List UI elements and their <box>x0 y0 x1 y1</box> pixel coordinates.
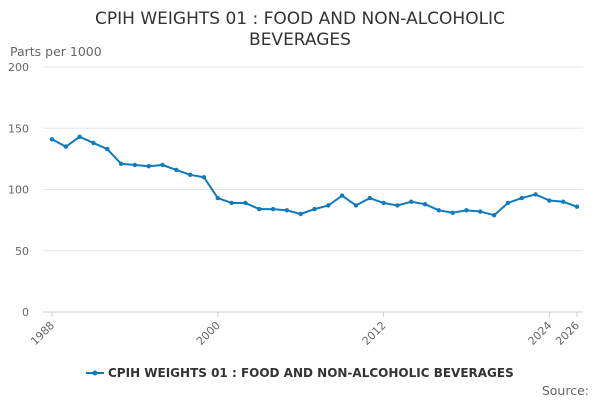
data-point-2025[interactable] <box>560 199 566 204</box>
data-point-2002[interactable] <box>243 200 248 206</box>
chart-title-line-1: CPIH WEIGHTS 01 : FOOD AND NON-ALCOHOLIC <box>95 9 505 29</box>
legend-marker-icon <box>92 370 98 376</box>
data-point-2005[interactable] <box>284 208 290 213</box>
x-tick-label: 2026 <box>553 319 582 348</box>
data-point-2017[interactable] <box>450 210 455 215</box>
series-line <box>51 135 578 217</box>
data-point-1998[interactable] <box>187 172 193 177</box>
data-point-2016[interactable] <box>436 208 442 213</box>
y-tick-label: 0 <box>22 306 29 319</box>
x-tick-label: 2024 <box>525 319 554 348</box>
y-tick-label: 200 <box>8 61 29 74</box>
chart-title-line-2: BEVERAGES <box>249 30 351 50</box>
legend-label: CPIH WEIGHTS 01 : FOOD AND NON-ALCOHOLIC… <box>108 366 514 380</box>
data-point-2012[interactable] <box>381 200 386 206</box>
data-point-2006[interactable] <box>298 211 303 217</box>
data-point-2024[interactable] <box>547 198 552 203</box>
data-point-1990[interactable] <box>77 134 82 140</box>
data-point-2010[interactable] <box>353 203 359 208</box>
data-point-1993[interactable] <box>118 161 124 166</box>
data-point-2021[interactable] <box>505 200 511 206</box>
data-point-2009[interactable] <box>339 193 345 198</box>
data-point-2026[interactable] <box>574 204 580 209</box>
data-point-2003[interactable] <box>257 206 262 212</box>
y-tick-label: 50 <box>15 245 29 258</box>
data-point-2022[interactable] <box>519 195 524 201</box>
data-point-2018[interactable] <box>464 208 469 213</box>
data-point-1997[interactable] <box>174 167 179 173</box>
data-point-2020[interactable] <box>491 213 497 218</box>
data-point-1995[interactable] <box>146 164 151 169</box>
data-point-1991[interactable] <box>91 140 96 146</box>
data-point-1994[interactable] <box>132 162 138 168</box>
data-point-1989[interactable] <box>63 144 69 149</box>
x-tick-label: 1988 <box>28 319 57 348</box>
data-point-1992[interactable] <box>105 146 110 152</box>
data-point-1999[interactable] <box>201 175 207 180</box>
data-point-2000[interactable] <box>215 195 220 201</box>
data-point-2007[interactable] <box>312 206 317 212</box>
y-tick-labels: 0 50 100 150 200 <box>8 61 29 319</box>
data-point-2004[interactable] <box>270 206 276 212</box>
source-label: Source: <box>542 383 589 398</box>
data-point-2019[interactable] <box>478 209 483 214</box>
data-point-2001[interactable] <box>229 200 234 206</box>
series <box>49 134 580 218</box>
data-point-2008[interactable] <box>326 203 331 208</box>
data-point-2013[interactable] <box>395 203 400 208</box>
data-point-2014[interactable] <box>409 199 414 204</box>
y-axis-label: Parts per 1000 <box>10 44 102 59</box>
x-tick-label: 2000 <box>194 319 223 348</box>
y-tick-label: 150 <box>8 122 29 135</box>
y-tick-label: 100 <box>8 184 29 197</box>
gridlines <box>43 66 583 313</box>
data-point-1988[interactable] <box>49 137 55 142</box>
data-point-1996[interactable] <box>160 162 165 168</box>
data-point-2015[interactable] <box>422 202 428 207</box>
legend[interactable]: CPIH WEIGHTS 01 : FOOD AND NON-ALCOHOLIC… <box>86 366 514 380</box>
data-point-2011[interactable] <box>367 195 372 201</box>
data-point-2023[interactable] <box>533 192 538 197</box>
x-tick-label: 2012 <box>360 319 389 348</box>
